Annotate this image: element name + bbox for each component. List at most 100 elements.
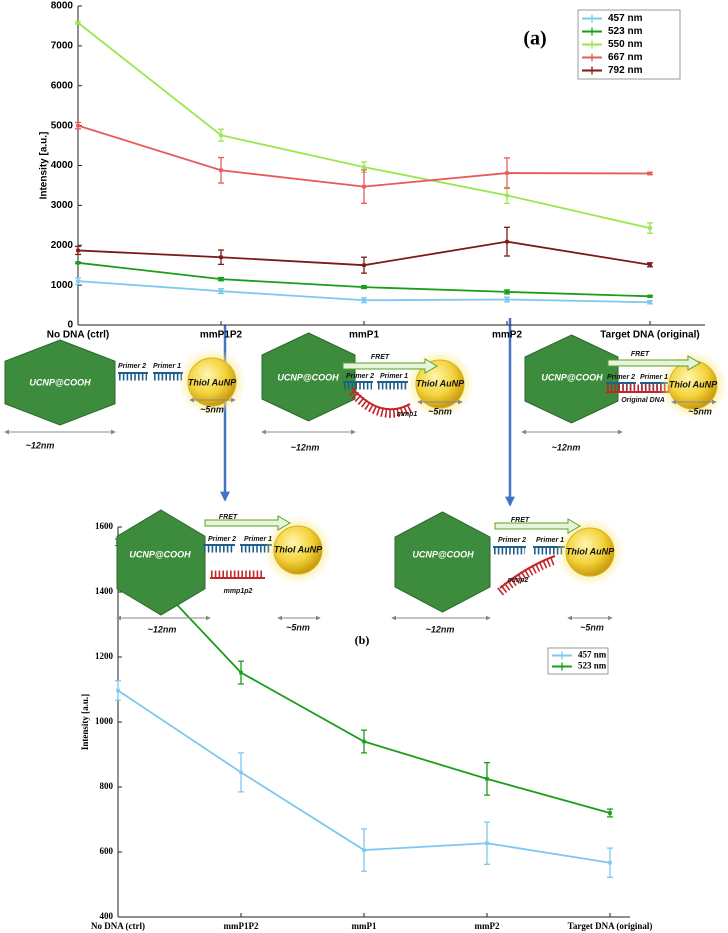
diagram-panel: UCNP@COOH Primer 2 Primer 1 Thiol AuNP ~5nm ~… [4,339,246,450]
diagram-label: Thiol AuNP [416,378,465,388]
point-marker [219,168,223,173]
point-marker [362,848,366,852]
diagram-label: UCNP@COOH [541,372,603,382]
diagram-label: Primer 2 [498,537,526,544]
aunp [415,359,465,409]
point-marker [648,300,652,305]
point-marker [219,277,223,281]
point-marker [608,860,612,865]
legend-label: 523 nm [578,661,607,671]
y-tick-label: 5000 [51,120,74,131]
diagram-label: FRET [219,514,238,521]
diagram-label: FRET [371,354,390,361]
diagram-label: ~12nm [26,440,55,450]
point-marker [76,248,80,253]
x-tick-label: mmP1 [352,921,377,931]
point-marker [76,123,80,128]
aunp [273,525,323,575]
point-marker [485,777,489,781]
point-marker [76,20,80,25]
point-marker [219,133,223,137]
chart: 0 1000 2000 3000 4000 5000 6000 7000 8000 No DNA … [39,1,705,341]
diagram-label: Primer 2 [607,374,635,381]
legend-box [547,647,609,675]
point-marker [505,297,509,302]
point-marker [505,239,509,244]
y-tick-label: 1400 [95,586,114,596]
legend-label: 550 nm [608,39,643,50]
diagram-label: ~12nm [291,442,320,452]
diagram-label: Primer 1 [380,373,408,380]
x-tick-label: mmP2 [475,921,500,931]
y-tick-label: 6000 [51,80,74,91]
x-tick-label: mmP1P2 [200,330,243,341]
diagram-label: ~12nm [426,624,455,634]
diagram-label: ~12nm [148,624,177,634]
ucnp-core [524,334,619,424]
x-tick-label: Target DNA (original) [568,921,653,931]
strand-bases [497,555,557,596]
diagram-label: Primer 2 [346,373,374,380]
diagram-label: mmp2 [508,577,529,584]
diagram-label: ~5nm [286,622,310,632]
annotation: (a) [523,28,546,50]
y-tick-label: 1600 [95,521,114,531]
diagram-label: Original DNA [621,397,665,404]
diagram-label: ~5nm [428,406,452,416]
legend-label: 457 nm [578,650,607,660]
y-tick-label: 1000 [51,280,74,291]
diagram-panel: UCNP@COOH FRET Primer 2 Primer 1 mmp1 Thiol A… [261,332,474,452]
diagram-label: ~5nm [200,404,224,414]
point-marker [362,263,366,267]
chart: 400 600 800 1000 1200 1400 1600 No DNA (ctrl) mm… [80,521,652,931]
diagram-label: UCNP@COOH [129,549,191,559]
diagram-label: Thiol AuNP [566,546,615,556]
diagram-label: Primer 1 [153,363,181,370]
ucnp-core [394,511,491,613]
point-marker [648,171,652,176]
diagram-label: UCNP@COOH [29,377,91,387]
ucnp-core [4,339,116,426]
point-marker [648,226,652,230]
y-tick-label: 1000 [95,716,114,726]
fret-arrow [204,515,291,531]
aunp [187,357,237,407]
point-marker [362,285,366,289]
diagram-panel: UCNP@COOH FRET Primer 2 Primer 1 mmp2 Thiol A… [391,511,624,634]
diagram-label: FRET [511,517,530,524]
legend-label: 667 nm [608,52,643,63]
point-marker [76,260,80,265]
point-marker [485,841,489,846]
diagram-label: ~5nm [580,622,604,632]
y-axis-label: Intensity [a.u.] [39,132,50,200]
point-marker [505,171,509,175]
point-marker [505,290,509,294]
fret-arrow [494,518,581,534]
diagram-label: ~5nm [688,406,712,416]
diagram-label: Thiol AuNP [188,377,237,387]
fret-arrow [342,358,438,374]
diagram-label: mmp1 [397,411,418,418]
diagram-panel: UCNP@COOH FRET Primer 2 Primer 1 Original DN… [521,334,727,452]
diagram-label: UCNP@COOH [412,549,474,559]
point-marker [362,165,366,169]
x-tick-label: Target DNA (original) [600,330,699,341]
aunp [565,527,615,577]
diagram-panel: UCNP@COOH FRET Primer 2 Primer 1 mmp1p2 Thiol… [116,509,332,634]
y-tick-label: 3000 [51,200,74,211]
point-marker [219,255,223,260]
diagram-label: FRET [631,351,650,358]
y-tick-label: 4000 [51,160,74,171]
point-marker [648,294,652,299]
y-tick-label: 0 [67,320,73,331]
point-marker [116,688,120,693]
x-tick-label: No DNA (ctrl) [47,330,109,341]
diagram-label: Primer 2 [118,363,146,370]
diagram-label: Primer 2 [208,536,236,543]
point-marker [648,262,652,267]
point-marker [505,193,509,198]
diagram-label: UCNP@COOH [277,372,339,382]
y-tick-label: 2000 [51,240,74,251]
